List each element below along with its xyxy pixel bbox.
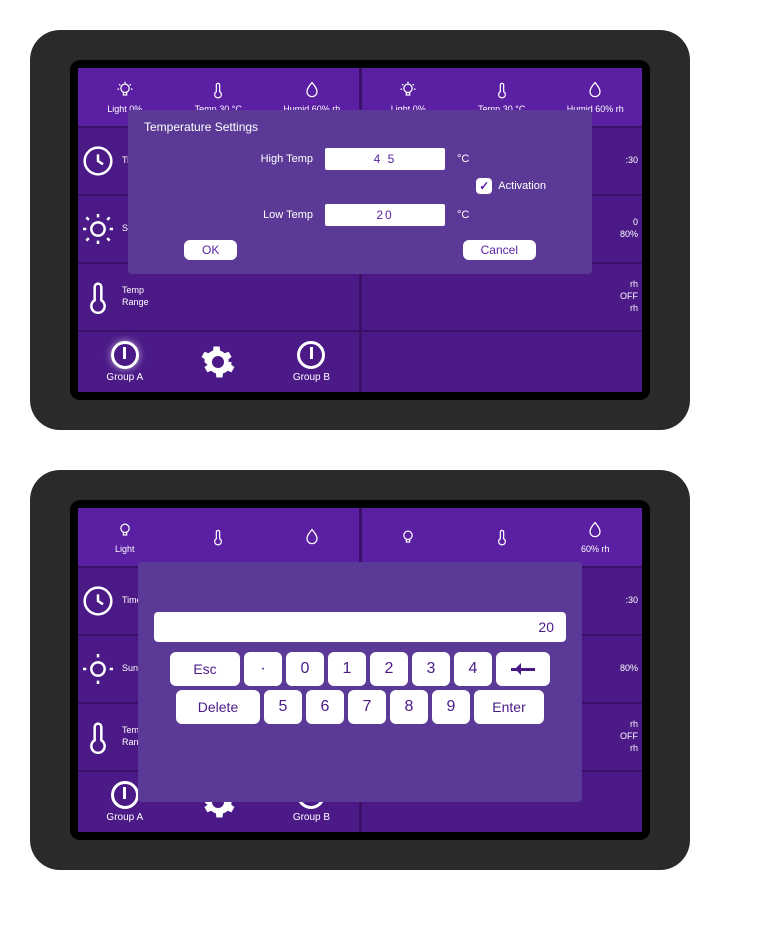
power-icon <box>297 341 325 369</box>
arrow-left-icon <box>511 668 535 671</box>
droplet-icon <box>302 80 322 100</box>
device-frame-1: Light 0% Temp 30 °C Humid 60% rh <box>30 30 690 430</box>
activation-checkbox[interactable]: ✓ <box>476 178 492 194</box>
screen-2: Light Timer Sunrise TempRange <box>78 508 642 832</box>
thermometer-icon <box>208 80 228 100</box>
power-icon <box>111 781 139 809</box>
thermometer-icon <box>492 80 512 100</box>
thermometer-icon <box>492 527 512 547</box>
high-temp-input[interactable]: 4 5 <box>325 148 445 170</box>
cancel-button[interactable]: Cancel <box>463 240 536 260</box>
bottom-bar-left: Group A Group B <box>78 332 359 392</box>
high-temp-row: High Temp 4 5 °C <box>144 148 576 170</box>
numeric-keypad-dialog: 20 Esc · 0 1 2 3 4 Delete 5 6 7 8 <box>138 562 582 802</box>
key-0[interactable]: 0 <box>286 652 324 686</box>
sun-icon <box>78 649 118 689</box>
device-bezel-inner: Light Timer Sunrise TempRange <box>70 500 650 840</box>
tile-temprange-l2: Range <box>122 297 355 309</box>
low-temp-unit: °C <box>457 209 487 221</box>
bulb-icon <box>115 80 135 100</box>
thermometer-icon <box>78 717 118 757</box>
key-5[interactable]: 5 <box>264 690 302 724</box>
status-row-left: Light <box>78 508 359 568</box>
device-frame-2: Light Timer Sunrise TempRange <box>30 470 690 870</box>
dialog-title: Temperature Settings <box>144 120 576 134</box>
tile-temprange-right[interactable]: rhOFFrh <box>362 264 643 332</box>
droplet-icon <box>302 527 322 547</box>
thermometer-icon <box>208 527 228 547</box>
high-temp-label: High Temp <box>233 153 313 165</box>
key-6[interactable]: 6 <box>306 690 344 724</box>
bulb-icon <box>398 80 418 100</box>
bulb-icon <box>115 520 135 540</box>
low-temp-label: Low Temp <box>233 209 313 221</box>
low-temp-row: Low Temp 20 °C <box>144 204 576 226</box>
droplet-icon <box>585 520 605 540</box>
tile-temprange-left[interactable]: TempRange <box>78 264 359 332</box>
high-temp-unit: °C <box>457 153 487 165</box>
key-2[interactable]: 2 <box>370 652 408 686</box>
temperature-settings-dialog: Temperature Settings High Temp 4 5 °C ✓ … <box>128 110 592 274</box>
group-b-label: Group B <box>293 372 330 383</box>
key-delete[interactable]: Delete <box>176 690 260 724</box>
key-esc[interactable]: Esc <box>170 652 240 686</box>
power-icon <box>111 341 139 369</box>
gear-icon <box>200 344 236 380</box>
thermometer-icon <box>78 277 118 317</box>
status-light-label: Light <box>107 104 127 114</box>
keypad-display[interactable]: 20 <box>154 612 566 642</box>
device-bezel-inner: Light 0% Temp 30 °C Humid 60% rh <box>70 60 650 400</box>
keypad-row-1: Esc · 0 1 2 3 4 <box>154 652 566 686</box>
key-enter[interactable]: Enter <box>474 690 544 724</box>
group-a-button[interactable]: Group A <box>106 341 143 383</box>
sun-icon <box>78 209 118 249</box>
clock-icon <box>78 141 118 181</box>
key-3[interactable]: 3 <box>412 652 450 686</box>
key-9[interactable]: 9 <box>432 690 470 724</box>
low-temp-input[interactable]: 20 <box>325 204 445 226</box>
key-8[interactable]: 8 <box>390 690 428 724</box>
bulb-icon <box>398 527 418 547</box>
tile-temprange-l1: Temp <box>122 285 355 297</box>
keypad-row-2: Delete 5 6 7 8 9 Enter <box>154 690 566 724</box>
bottom-bar-right <box>362 332 643 392</box>
group-a-label: Group A <box>106 372 143 383</box>
ok-button[interactable]: OK <box>184 240 237 260</box>
activation-label: Activation <box>498 180 546 192</box>
settings-button[interactable] <box>200 344 236 380</box>
key-7[interactable]: 7 <box>348 690 386 724</box>
key-backspace[interactable] <box>496 652 550 686</box>
screen-1: Light 0% Temp 30 °C Humid 60% rh <box>78 68 642 392</box>
group-b-button[interactable]: Group B <box>293 341 330 383</box>
activation-row: ✓ Activation <box>144 178 576 194</box>
droplet-icon <box>585 80 605 100</box>
key-1[interactable]: 1 <box>328 652 366 686</box>
dialog-buttons: OK Cancel <box>144 240 576 260</box>
clock-icon <box>78 581 118 621</box>
key-dot[interactable]: · <box>244 652 282 686</box>
key-4[interactable]: 4 <box>454 652 492 686</box>
